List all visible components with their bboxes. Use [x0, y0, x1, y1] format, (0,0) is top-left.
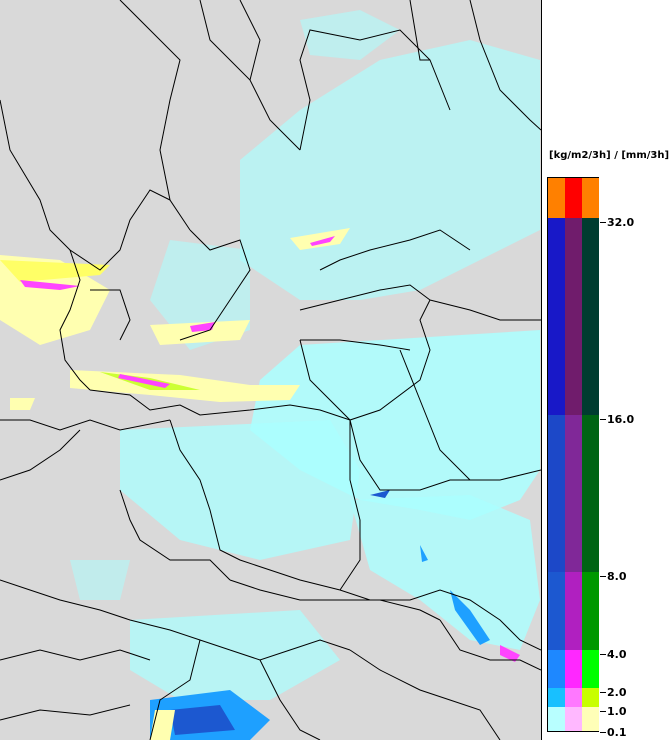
legend-tick-mark [600, 654, 606, 655]
legend-color-scale [547, 177, 599, 732]
legend-band-6 [582, 688, 599, 707]
legend-band-2 [548, 218, 565, 415]
legend-band-5 [565, 650, 582, 688]
legend-tick-mark [600, 692, 606, 693]
legend-column-1 [548, 178, 565, 731]
legend-band-6 [548, 688, 565, 707]
legend-band-7 [548, 707, 565, 731]
legend-level-label: 2.0 [607, 686, 627, 699]
legend-column-3 [582, 178, 599, 731]
legend-band-5 [548, 650, 565, 688]
legend-level-label: 4.0 [607, 648, 627, 661]
legend-band-5 [582, 650, 599, 688]
legend-level-label: 1.0 [607, 705, 627, 718]
precipitation-map [0, 0, 541, 740]
legend-band-1 [582, 178, 599, 218]
legend-band-1 [548, 178, 565, 218]
legend-level-label: 8.0 [607, 570, 627, 583]
legend-band-3 [565, 415, 582, 572]
legend-band-3 [582, 415, 599, 572]
precipitation-layer [0, 10, 540, 740]
legend-level-label: 16.0 [607, 413, 635, 426]
legend-band-1 [565, 178, 582, 218]
legend-tick-mark [600, 576, 606, 577]
legend-band-3 [548, 415, 565, 572]
legend-unit-label: [kg/m2/3h] / [mm/3h] [549, 150, 669, 161]
legend-column-2 [565, 178, 582, 731]
legend-band-7 [582, 707, 599, 731]
map-divider [541, 0, 542, 740]
legend-band-2 [565, 218, 582, 415]
legend-tick-mark [600, 419, 606, 420]
legend-tick-mark [600, 732, 606, 733]
legend-band-4 [582, 572, 599, 650]
legend-band-2 [582, 218, 599, 415]
legend-level-label: 32.0 [607, 216, 635, 229]
country-borders [0, 0, 541, 740]
legend-tick-mark [600, 222, 606, 223]
map-canvas [0, 0, 541, 740]
legend-band-6 [565, 688, 582, 707]
legend-band-4 [548, 572, 565, 650]
legend-band-4 [565, 572, 582, 650]
legend-tick-mark [600, 711, 606, 712]
legend-level-label: 0.1 [607, 726, 627, 739]
legend-band-7 [565, 707, 582, 731]
